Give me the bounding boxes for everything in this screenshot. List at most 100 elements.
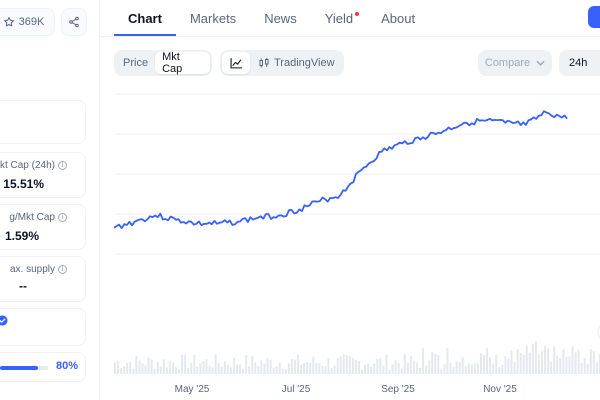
- volume-bar: [117, 361, 120, 374]
- mktcap-toggle-button[interactable]: Mkt Cap: [155, 51, 210, 75]
- stat-card-verified: [0, 308, 86, 346]
- volume-bar: [458, 362, 461, 374]
- volume-bar: [208, 365, 211, 374]
- volume-bar: [171, 362, 174, 374]
- volume-bar: [290, 359, 293, 374]
- circulating-progress-fill: [0, 366, 39, 370]
- volume-bar: [254, 362, 257, 374]
- stat-card-mktcap-change: Mkt Cap (24h) i 15.51%: [0, 152, 86, 198]
- tab-news[interactable]: News: [264, 10, 297, 26]
- vol-mktcap-value: 1.59%: [4, 229, 39, 243]
- volume-bar: [217, 362, 220, 374]
- volume-bar: [354, 359, 357, 374]
- volume-bar: [336, 357, 339, 374]
- volume-bar: [351, 358, 354, 374]
- volume-bar: [245, 355, 248, 374]
- volume-bar: [242, 368, 245, 374]
- volume-bar: [303, 362, 306, 374]
- primary-action-button[interactable]: [588, 6, 600, 28]
- volume-bar: [181, 354, 184, 374]
- volume-bar: [263, 363, 266, 374]
- circulating-progress-percent: 80%: [56, 360, 79, 372]
- share-icon: [69, 16, 79, 28]
- volume-bar: [223, 361, 226, 374]
- x-axis-tick-label: Nov '25: [483, 384, 517, 395]
- volume-bar: [452, 366, 455, 374]
- watchlist-button[interactable]: 369K: [0, 8, 55, 36]
- volume-bar: [403, 354, 406, 374]
- info-icon[interactable]: i: [58, 265, 67, 274]
- volume-bar: [306, 362, 309, 374]
- volume-bar: [470, 364, 473, 374]
- volume-bar: [547, 348, 550, 374]
- volume-bar: [293, 359, 296, 374]
- volume-bar: [534, 341, 537, 374]
- volume-bar: [492, 363, 495, 374]
- time-range-button[interactable]: 24h: [559, 50, 600, 76]
- volume-bar: [571, 346, 574, 374]
- info-icon[interactable]: i: [58, 213, 67, 222]
- volume-bar: [248, 366, 251, 374]
- volume-bar: [324, 366, 327, 374]
- star-icon: [3, 17, 14, 27]
- volume-bar: [434, 353, 437, 374]
- volume-bar: [489, 357, 492, 374]
- volume-bar: [464, 366, 467, 374]
- volume-bar: [431, 352, 434, 374]
- volume-bar: [510, 350, 513, 374]
- volume-bar: [522, 354, 525, 374]
- volume-bar: [443, 364, 446, 374]
- tabs-divider: [100, 36, 600, 37]
- volume-bar: [422, 348, 425, 374]
- volume-bar: [364, 364, 367, 374]
- volume-bar: [272, 367, 275, 374]
- tradingview-label: TradingView: [274, 57, 335, 69]
- volume-bar: [586, 363, 589, 374]
- volume-bar: [330, 367, 333, 374]
- volume-bar: [507, 358, 510, 374]
- price-mktcap-toggle: Price Mkt Cap: [114, 50, 212, 76]
- volume-bar: [513, 362, 516, 374]
- tab-chart[interactable]: Chart: [114, 0, 176, 36]
- volume-bar: [437, 355, 440, 374]
- volume-bar: [537, 354, 540, 374]
- tab-yield[interactable]: Yield: [311, 0, 367, 36]
- volume-bar: [525, 345, 528, 374]
- line-chart-button[interactable]: [222, 52, 250, 74]
- line-chart-icon: [230, 58, 242, 69]
- candlestick-icon: [259, 58, 269, 68]
- volume-bar: [562, 349, 565, 374]
- volume-bar: [150, 359, 153, 374]
- coin-stats-panel: 369K Mkt Cap (24h) i 15.51% g/Mkt Cap i …: [0, 0, 100, 400]
- volume-bar: [327, 358, 330, 374]
- volume-bar: [455, 361, 458, 374]
- new-indicator-dot: [355, 12, 360, 16]
- price-toggle-button[interactable]: Price: [123, 57, 149, 69]
- volume-bar: [266, 357, 269, 374]
- volume-bar: [345, 355, 348, 374]
- volume-bar: [309, 362, 312, 374]
- volume-bar: [376, 359, 379, 374]
- volume-bar: [556, 355, 559, 374]
- volume-bar: [397, 362, 400, 374]
- stat-card-empty: [0, 100, 86, 144]
- volume-bar: [187, 368, 190, 374]
- share-button[interactable]: [61, 8, 87, 36]
- volume-bar: [135, 355, 138, 374]
- volume-bar: [236, 364, 238, 374]
- volume-bar: [165, 367, 168, 374]
- volume-bar: [333, 365, 336, 374]
- volume-bar: [373, 363, 376, 374]
- tab-markets[interactable]: Markets: [189, 10, 237, 26]
- volume-bar: [370, 366, 373, 374]
- volume-bar: [159, 366, 162, 374]
- tab-about[interactable]: About: [381, 10, 416, 26]
- volume-bar: [141, 363, 144, 374]
- volume-bar: [461, 357, 464, 374]
- compare-dropdown[interactable]: Compare: [478, 50, 552, 76]
- info-icon[interactable]: i: [58, 161, 67, 170]
- volume-bar: [144, 365, 147, 374]
- tradingview-button[interactable]: TradingView: [250, 52, 342, 74]
- volume-bar: [428, 360, 431, 374]
